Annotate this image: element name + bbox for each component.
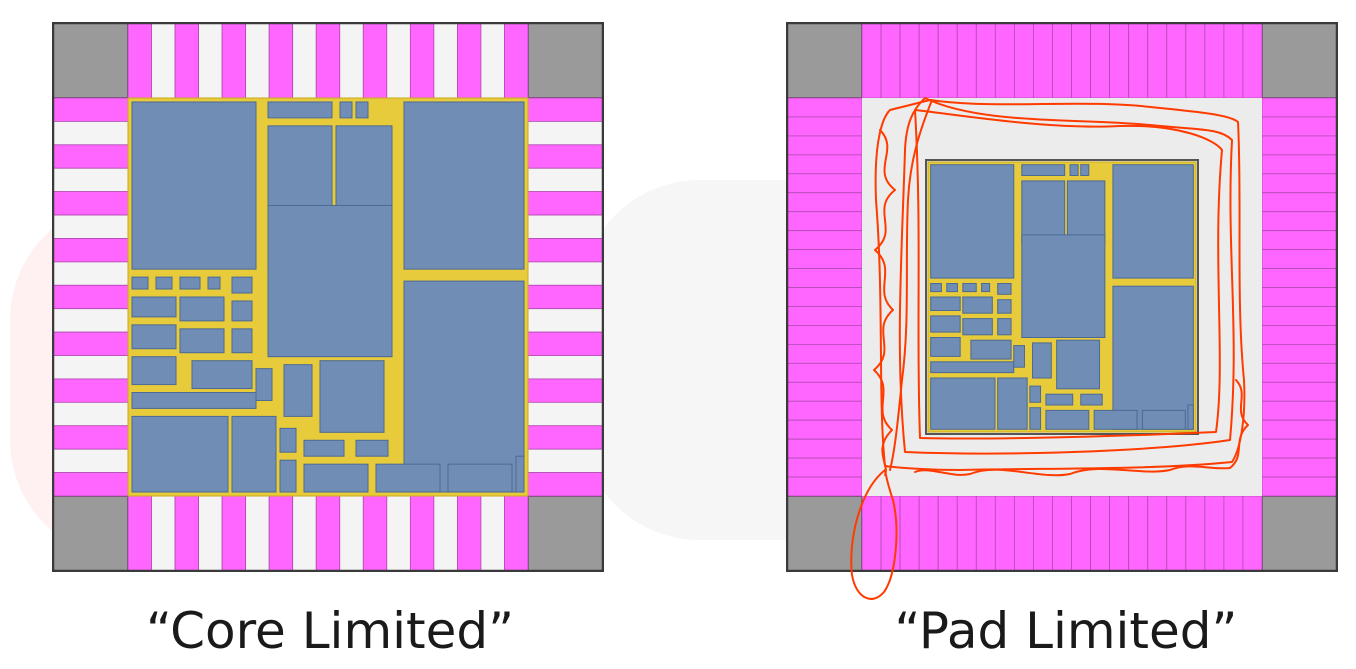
core-limited-chip-diagram (52, 22, 604, 572)
chip-outline (52, 22, 604, 572)
core-logic-block (179, 276, 201, 290)
core-logic-block (191, 360, 253, 390)
core-logic-block (997, 299, 1012, 314)
core-logic-block (231, 300, 253, 322)
core-logic-block (303, 463, 369, 493)
core-logic-block (997, 283, 1012, 295)
core-logic-block (1112, 285, 1194, 430)
core-logic-block (179, 296, 225, 322)
core-logic-block (1029, 407, 1042, 430)
core-logic-block (1112, 164, 1194, 279)
core-logic-block (131, 356, 177, 386)
core-logic-block (930, 283, 942, 293)
core-logic-block (946, 283, 958, 293)
core-logic-block (447, 463, 513, 493)
core-logic-block (930, 315, 961, 333)
core-logic-block (1032, 342, 1052, 379)
core-boundary (925, 159, 1199, 435)
core-logic-block (155, 276, 173, 290)
core-logic-block (962, 296, 993, 314)
core-logic-block (375, 463, 441, 493)
pad-limited-caption: “Pad Limited” (894, 602, 1238, 660)
core-logic-block (179, 328, 225, 354)
core-logic-block (1093, 409, 1138, 430)
core-logic-block (267, 125, 333, 218)
core-logic-block (355, 101, 369, 119)
core-logic-block (131, 296, 177, 318)
core-limited-chip-svg (52, 22, 604, 572)
core-logic-block (131, 276, 149, 290)
core-logic-block (930, 296, 961, 311)
core-logic-block (962, 318, 993, 336)
core-logic-block (1056, 339, 1101, 390)
core-logic-block (981, 283, 991, 293)
core-logic-block (131, 324, 177, 350)
core-logic-block (255, 368, 273, 401)
core-logic-block (267, 101, 333, 119)
core-logic-block (962, 283, 977, 293)
core-logic-block (1069, 164, 1079, 176)
core-logic-block (283, 364, 313, 417)
core-logic-block (1187, 404, 1194, 430)
core-logic-block (319, 360, 385, 433)
core-logic-block (1066, 180, 1106, 244)
pad-limited-chip-diagram (786, 22, 1338, 572)
core-logic-block (335, 125, 393, 218)
core-logic-block (131, 101, 257, 270)
core-logic-block (930, 164, 1015, 279)
core-logic-block (1021, 234, 1106, 338)
chip-outline (786, 22, 1338, 572)
core-logic-block (279, 459, 297, 493)
core-logic-block (1080, 393, 1103, 406)
core-logic-block (355, 439, 389, 457)
core-logic-block (930, 337, 961, 357)
core-logic-block (1029, 385, 1042, 403)
core-logic-block (1013, 345, 1025, 368)
core-logic-block (231, 276, 253, 294)
core-logic-block (1021, 180, 1066, 244)
core-logic-block (930, 377, 996, 430)
core-logic-block (1045, 393, 1074, 406)
core-limited-caption: “Core Limited” (145, 602, 515, 660)
core-logic-block (1045, 409, 1090, 430)
core-logic-block (267, 204, 393, 358)
core-logic-block (1141, 409, 1186, 430)
core-logic-block (279, 427, 297, 453)
core-logic-block (403, 101, 525, 270)
core-logic-block (1080, 164, 1090, 176)
core-logic-block (1021, 164, 1066, 176)
core-logic-block (997, 318, 1012, 336)
pad-limited-chip-svg (786, 22, 1338, 572)
core-logic-block (207, 276, 221, 290)
core-logic-block (339, 101, 353, 119)
core-logic-block (403, 280, 525, 493)
corner-cell (52, 22, 129, 99)
core-logic-block (997, 377, 1028, 430)
core-logic-block (970, 339, 1012, 360)
core-logic-block (515, 455, 525, 493)
core-logic-block (303, 439, 345, 457)
core-logic-block (231, 328, 253, 354)
core-logic-block (131, 415, 229, 493)
core-logic-block (231, 415, 277, 493)
